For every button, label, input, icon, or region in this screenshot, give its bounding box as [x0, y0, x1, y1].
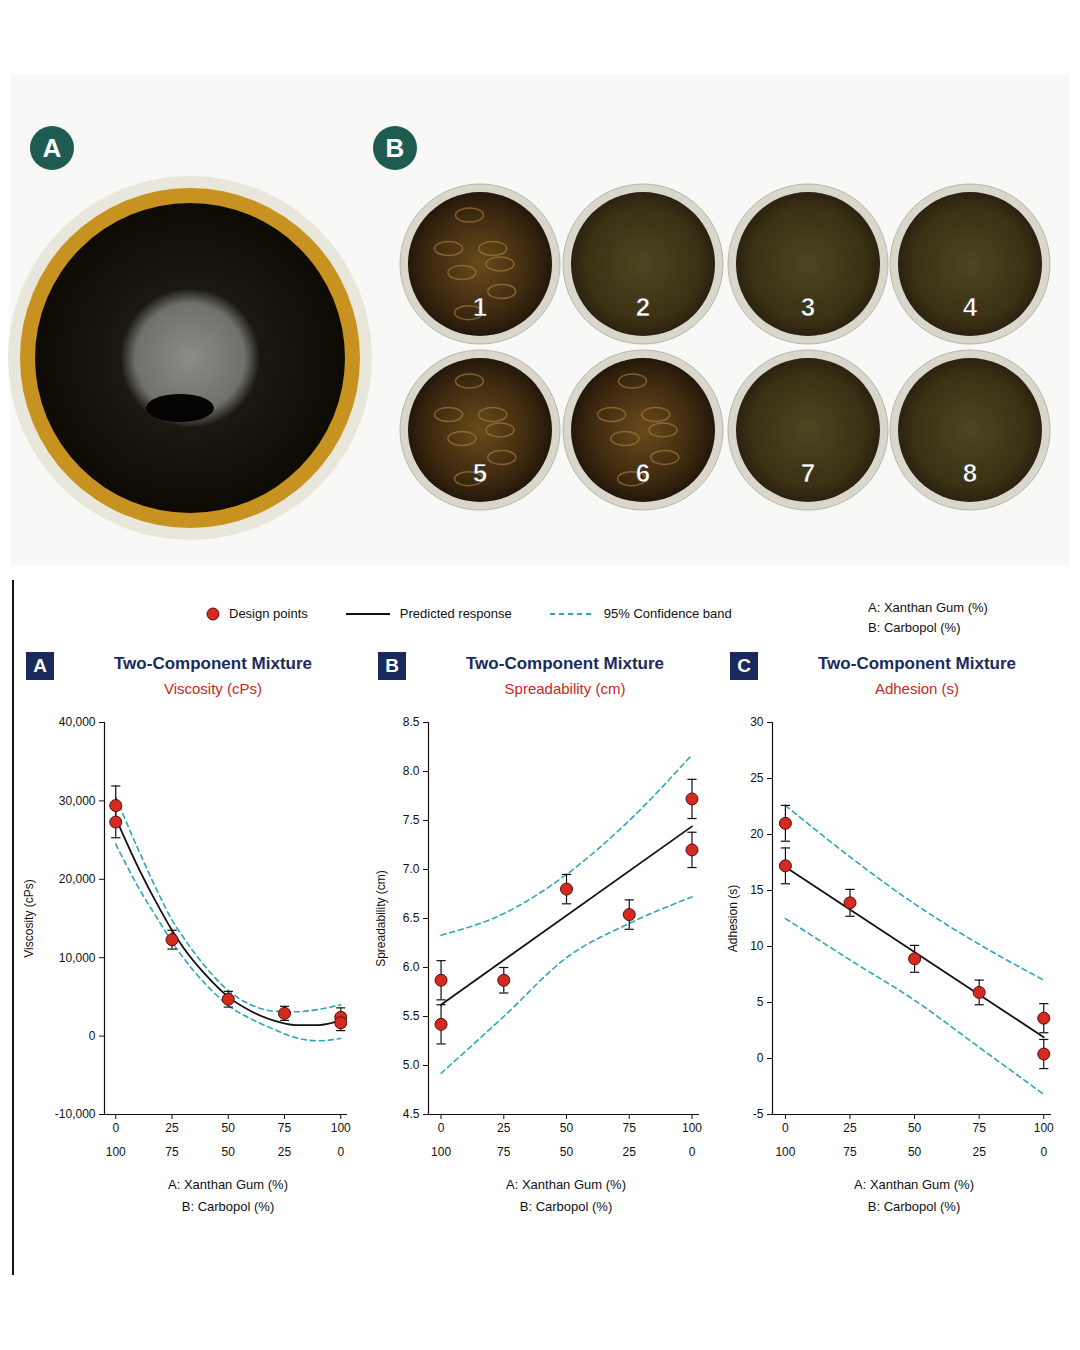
svg-text:A: A [43, 133, 62, 163]
svg-text:8.5: 8.5 [403, 715, 420, 729]
html-text:Viscosity (cPs): Viscosity (cPs) [164, 680, 262, 697]
svg-text:5.5: 5.5 [403, 1009, 420, 1023]
svg-text:1000: 1000 [331, 1121, 351, 1159]
html-text:B: Carbopol (%): B: Carbopol (%) [181, 1199, 275, 1214]
svg-text:1000: 1000 [682, 1121, 702, 1159]
svg-text:8: 8 [963, 458, 977, 488]
svg-text:6.5: 6.5 [403, 911, 420, 925]
svg-text:15: 15 [750, 883, 764, 897]
svg-text:-10,000: -10,000 [55, 1107, 96, 1121]
svg-text:7525: 7525 [972, 1121, 986, 1159]
svg-text:30,000: 30,000 [59, 794, 96, 808]
svg-text:4: 4 [963, 292, 978, 322]
html-text:Two-Component Mixture: Two-Component Mixture [466, 654, 664, 673]
html-text:B: Carbopol (%): B: Carbopol (%) [868, 620, 961, 635]
svg-text:1000: 1000 [1034, 1121, 1054, 1159]
svg-text:0100: 0100 [431, 1121, 451, 1159]
html-text:Two-Component Mixture: Two-Component Mixture [818, 654, 1016, 673]
html-text:Spreadability (cm): Spreadability (cm) [504, 680, 626, 697]
svg-text:6: 6 [636, 458, 650, 488]
svg-text:5050: 5050 [560, 1121, 574, 1159]
svg-text:20: 20 [750, 827, 764, 841]
svg-text:40,000: 40,000 [59, 715, 96, 729]
svg-text:4.5: 4.5 [403, 1107, 420, 1121]
svg-text:7525: 7525 [623, 1121, 637, 1159]
svg-text:2575: 2575 [165, 1121, 179, 1159]
svg-text:Adhesion (s): Adhesion (s) [726, 885, 740, 952]
svg-text:2: 2 [636, 292, 650, 322]
html-text:A: Xanthan Gum (%): A: Xanthan Gum (%) [168, 1177, 288, 1192]
svg-text:2575: 2575 [843, 1121, 857, 1159]
svg-text:0: 0 [757, 1051, 764, 1065]
svg-text:5050: 5050 [908, 1121, 922, 1159]
html-text:A: Xanthan Gum (%): A: Xanthan Gum (%) [506, 1177, 626, 1192]
svg-text:B: B [386, 133, 405, 163]
svg-text:7.5: 7.5 [403, 813, 420, 827]
svg-text:10: 10 [750, 939, 764, 953]
svg-text:0: 0 [89, 1029, 96, 1043]
svg-text:7.0: 7.0 [403, 862, 420, 876]
svg-text:5: 5 [757, 995, 764, 1009]
html-text:B: Carbopol (%): B: Carbopol (%) [867, 1199, 961, 1214]
svg-text:1: 1 [473, 292, 487, 322]
svg-text:25: 25 [750, 771, 764, 785]
html-text:A: Xanthan Gum (%): A: Xanthan Gum (%) [854, 1177, 974, 1192]
svg-text:5.0: 5.0 [403, 1058, 420, 1072]
svg-text:7: 7 [801, 458, 815, 488]
svg-text:5: 5 [473, 458, 487, 488]
svg-text:Spreadability (cm): Spreadability (cm) [374, 870, 388, 967]
svg-text:5050: 5050 [222, 1121, 236, 1159]
svg-text:7525: 7525 [278, 1121, 292, 1159]
html-text:C: C [737, 655, 751, 676]
svg-text:3: 3 [801, 292, 815, 322]
svg-text:20,000: 20,000 [59, 872, 96, 886]
html-text:Two-Component Mixture: Two-Component Mixture [114, 654, 312, 673]
svg-text:0100: 0100 [106, 1121, 126, 1159]
html-text:95% Confidence band: 95% Confidence band [603, 606, 732, 621]
html-text:A: A [33, 655, 47, 676]
svg-text:6.0: 6.0 [403, 960, 420, 974]
html-text:Adhesion (s): Adhesion (s) [874, 680, 960, 697]
html-text:B: Carbopol (%): B: Carbopol (%) [519, 1199, 613, 1214]
svg-text:0100: 0100 [775, 1121, 795, 1159]
svg-text:Viscosity (cPs): Viscosity (cPs) [22, 879, 36, 957]
svg-text:10,000: 10,000 [59, 951, 96, 965]
svg-text:8.0: 8.0 [403, 764, 420, 778]
html-text:B: B [385, 655, 399, 676]
html-text:Predicted response: Predicted response [399, 606, 512, 621]
svg-text:-5: -5 [753, 1107, 764, 1121]
html-text:Design points: Design points [229, 606, 308, 621]
svg-text:30: 30 [750, 715, 764, 729]
svg-text:2575: 2575 [497, 1121, 511, 1159]
html-text:A: Xanthan Gum (%): A: Xanthan Gum (%) [868, 600, 988, 615]
